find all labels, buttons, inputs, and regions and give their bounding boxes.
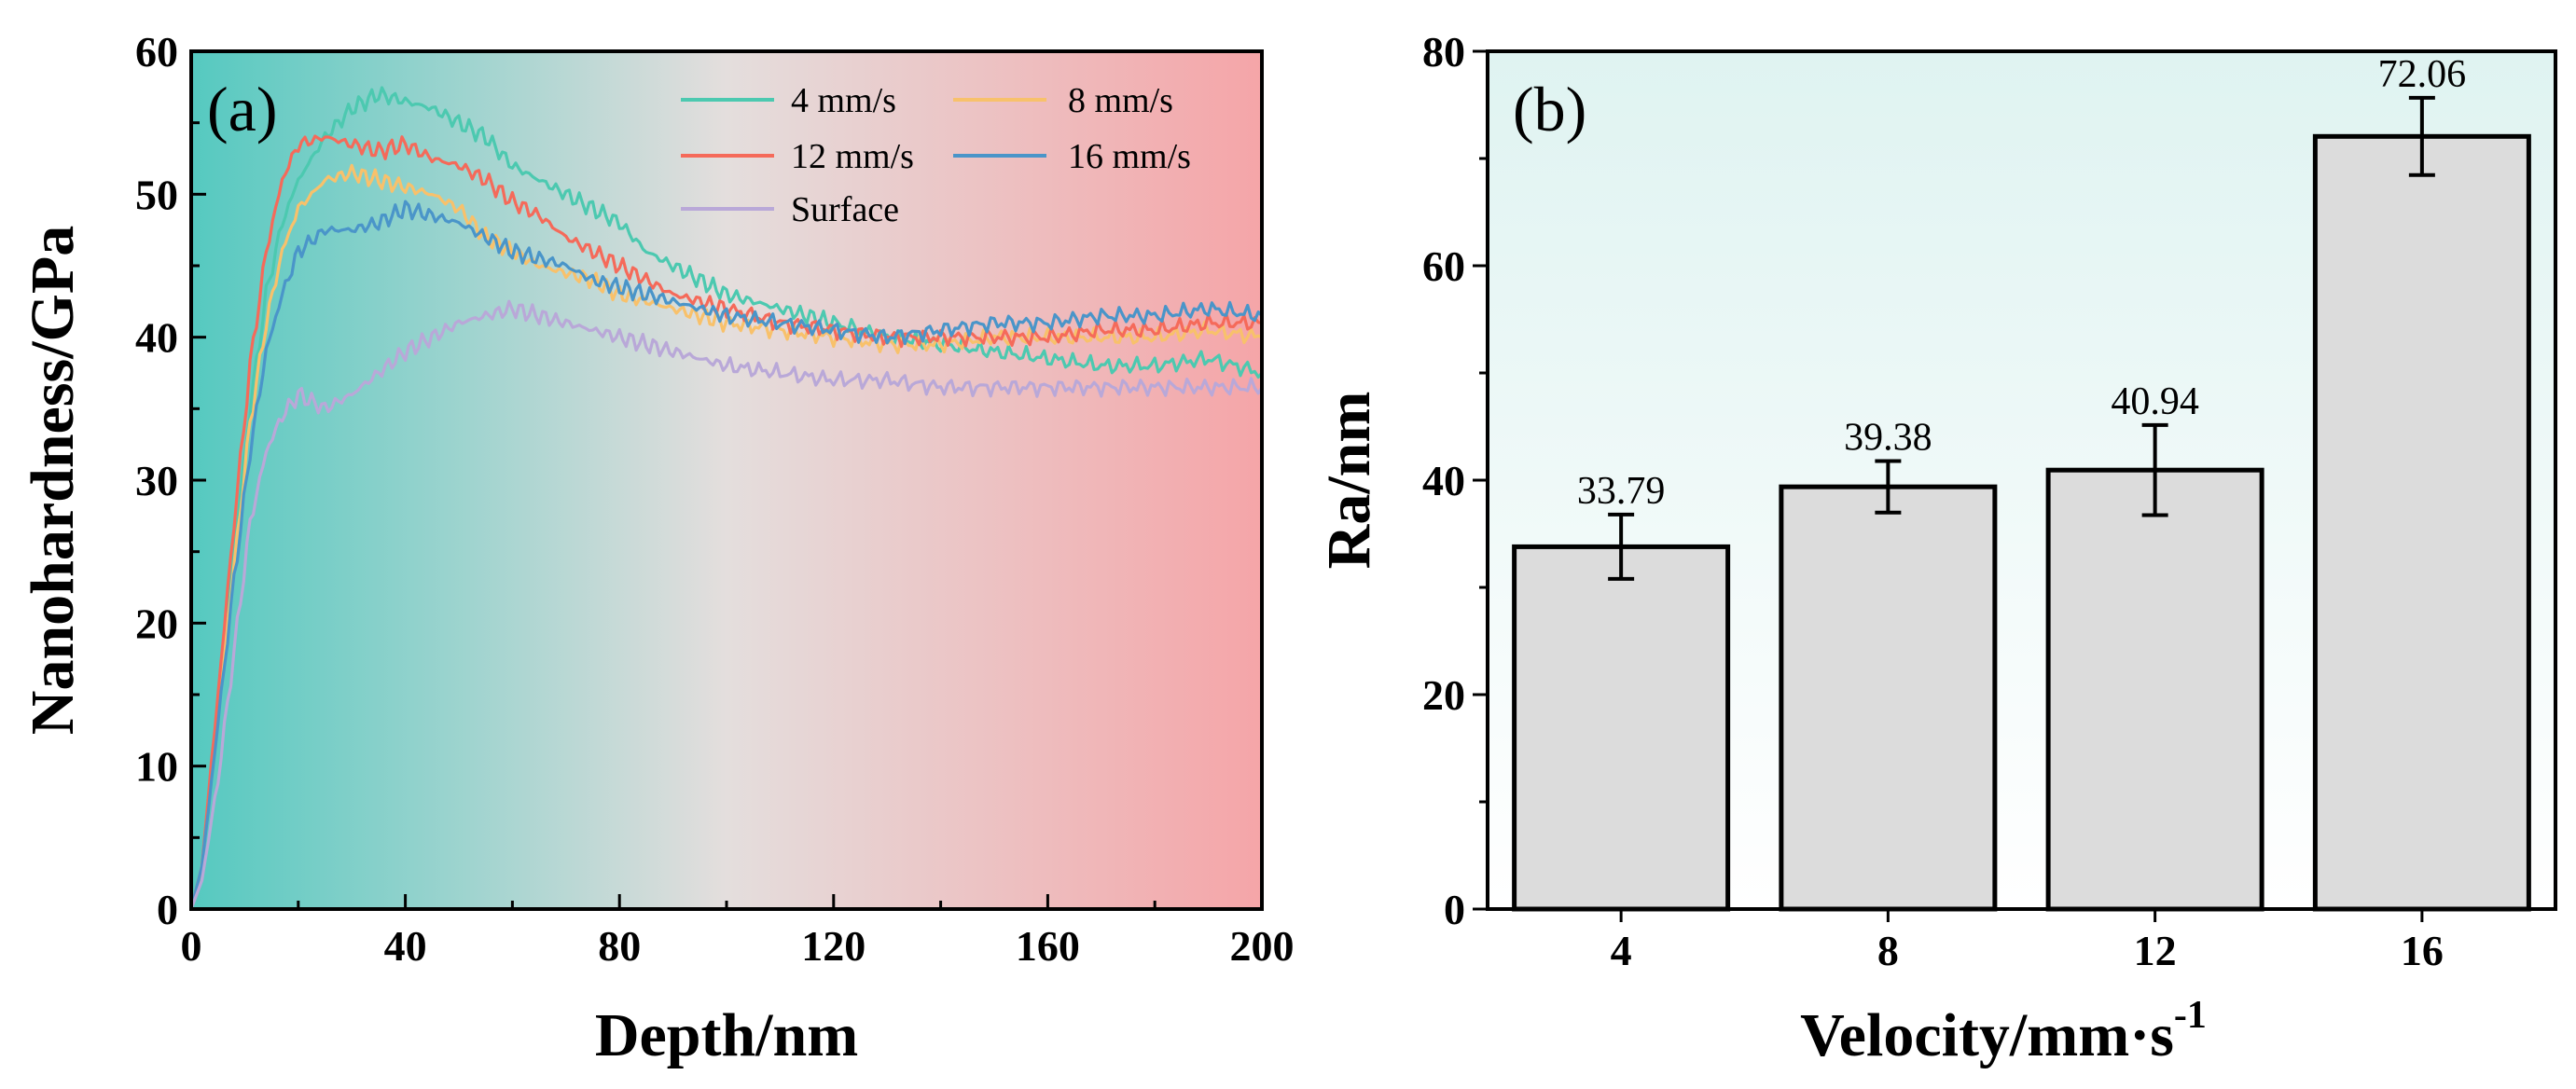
y-tick-label: 20 (1422, 671, 1465, 719)
series-line (191, 299, 1262, 909)
tick-group: 0 40 80 120 160 200 0 10 20 30 40 50 60 (135, 28, 1295, 970)
x-tick-label: 0 (181, 922, 202, 970)
y-tick-label: 40 (135, 314, 178, 362)
y-tick-label: 80 (1422, 28, 1465, 76)
y-tick-label: 30 (135, 457, 178, 504)
data-label: 39.38 (1844, 417, 1932, 460)
bar (2045, 467, 2264, 912)
y-tick-label: 50 (135, 171, 178, 218)
x-axis-title: Velocity/mm·s-1 (1800, 994, 2207, 1069)
panel-label: (a) (207, 74, 277, 145)
series-group (191, 86, 1262, 909)
series-line (191, 163, 1262, 909)
tick-group: 4 8 12 16 0 20 40 60 80 (1422, 28, 2444, 974)
legend-label: 16 mm/s (1068, 137, 1191, 176)
x-tick-label: 120 (801, 922, 866, 970)
x-axis-title-main: Velocity/mm·s (1800, 1001, 2174, 1069)
x-axis-title-superscript: -1 (2174, 994, 2207, 1037)
y-tick-label: 10 (135, 743, 178, 791)
x-tick-label: 40 (384, 922, 427, 970)
y-tick-label: 0 (1444, 886, 1465, 933)
legend: 4 mm/s 8 mm/s 12 mm/s 16 mm/s Surface (681, 81, 1191, 229)
x-tick-label: 160 (1016, 922, 1080, 970)
data-label: 72.06 (2378, 53, 2467, 96)
bar (1512, 544, 1731, 912)
y-tick-label: 0 (157, 886, 178, 933)
x-tick-label: 200 (1230, 922, 1295, 970)
x-axis-title: Depth/nm (595, 1001, 858, 1069)
bar (2312, 133, 2531, 912)
legend-label: Surface (791, 190, 899, 229)
legend-label: 4 mm/s (791, 81, 896, 120)
x-tick-label: 12 (2134, 927, 2177, 974)
legend-label: 12 mm/s (791, 137, 914, 176)
y-tick-label: 20 (135, 600, 178, 647)
plot-background (191, 51, 1262, 909)
plot-frame (1486, 49, 2557, 911)
line-chart-panel: 0 40 80 120 160 200 0 10 20 30 40 50 60 (a) 4 mm/s 8… (19, 28, 1295, 1069)
y-tick-label: 60 (135, 28, 178, 76)
series-line (191, 134, 1262, 909)
x-tick-label: 4 (1611, 927, 1632, 974)
x-tick-label: 8 (1877, 927, 1899, 974)
panel-label: (b) (1513, 74, 1586, 145)
data-label: 40.94 (2111, 380, 2199, 423)
y-axis-title: Nanohardness/GPa (19, 226, 87, 735)
x-tick-label: 16 (2401, 927, 2444, 974)
y-tick-label: 60 (1422, 242, 1465, 290)
x-tick-label: 80 (598, 922, 641, 970)
bars-group: 33.79 39.38 40.94 72.06 (1512, 53, 2531, 912)
y-axis-title: Ra/nm (1315, 392, 1383, 570)
bar (1779, 484, 1998, 912)
legend-label: 8 mm/s (1068, 81, 1173, 120)
series-line (191, 200, 1262, 909)
series-line (191, 86, 1262, 909)
bar-chart-panel: 33.79 39.38 40.94 72.06 4 8 12 16 0 20 40 60 80 (b)… (1315, 28, 2557, 1069)
data-label: 33.79 (1577, 470, 1666, 513)
y-tick-label: 40 (1422, 457, 1465, 504)
plot-frame (189, 49, 1264, 911)
